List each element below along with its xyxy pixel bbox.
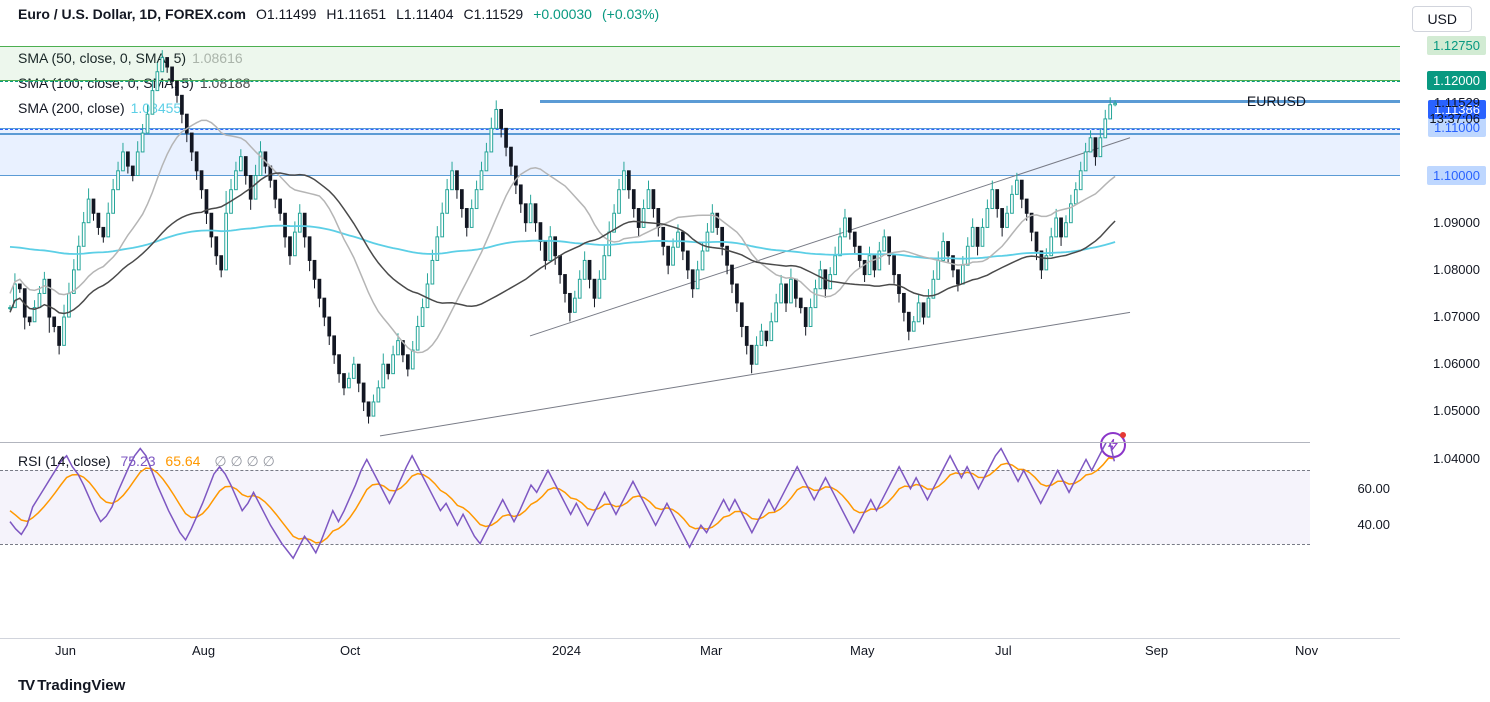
rsi-pane[interactable]: RSI (14, close) 75.23 65.64 ∅ ∅ ∅ ∅ 60.0… [0, 442, 1310, 570]
x-tick: Sep [1145, 643, 1168, 658]
time-axis[interactable]: Jun Aug Oct 2024 Mar May Jul Sep Nov [0, 638, 1400, 664]
price-chart[interactable]: EURUSD RSI (14, close) 75.23 65.64 ∅ ∅ ∅… [0, 0, 1400, 636]
side-time: 13:37:06 [1429, 111, 1480, 126]
rsi-tick: 60.00 [1357, 481, 1390, 496]
y-tick: 1.04000 [1433, 451, 1480, 466]
rsi-label: RSI (14, close) 75.23 65.64 ∅ ∅ ∅ ∅ [18, 453, 275, 470]
symbol-side-label: EURUSD [1247, 93, 1306, 109]
y-tick: 1.05000 [1433, 403, 1480, 418]
price-pill[interactable]: 1.10000 [1427, 166, 1486, 185]
x-tick: Oct [340, 643, 360, 658]
price-axis[interactable]: 1.09000 1.08000 1.07000 1.06000 1.05000 1.040… [1400, 0, 1490, 636]
y-tick: 1.08000 [1433, 262, 1480, 277]
x-tick: May [850, 643, 875, 658]
y-tick: 1.06000 [1433, 356, 1480, 371]
x-tick: Mar [700, 643, 722, 658]
y-tick: 1.09000 [1433, 215, 1480, 230]
x-tick: Jun [55, 643, 76, 658]
x-tick: Jul [995, 643, 1012, 658]
price-pill[interactable]: 1.12000 [1427, 71, 1486, 90]
y-tick: 1.07000 [1433, 309, 1480, 324]
tradingview-logo[interactable]: TV TradingView [18, 677, 125, 694]
x-tick: Aug [192, 643, 215, 658]
x-tick: 2024 [552, 643, 581, 658]
x-tick: Nov [1295, 643, 1318, 658]
side-price: 1.11529 [1434, 95, 1480, 110]
price-pill[interactable]: 1.12750 [1427, 36, 1486, 55]
rsi-tick: 40.00 [1357, 517, 1390, 532]
